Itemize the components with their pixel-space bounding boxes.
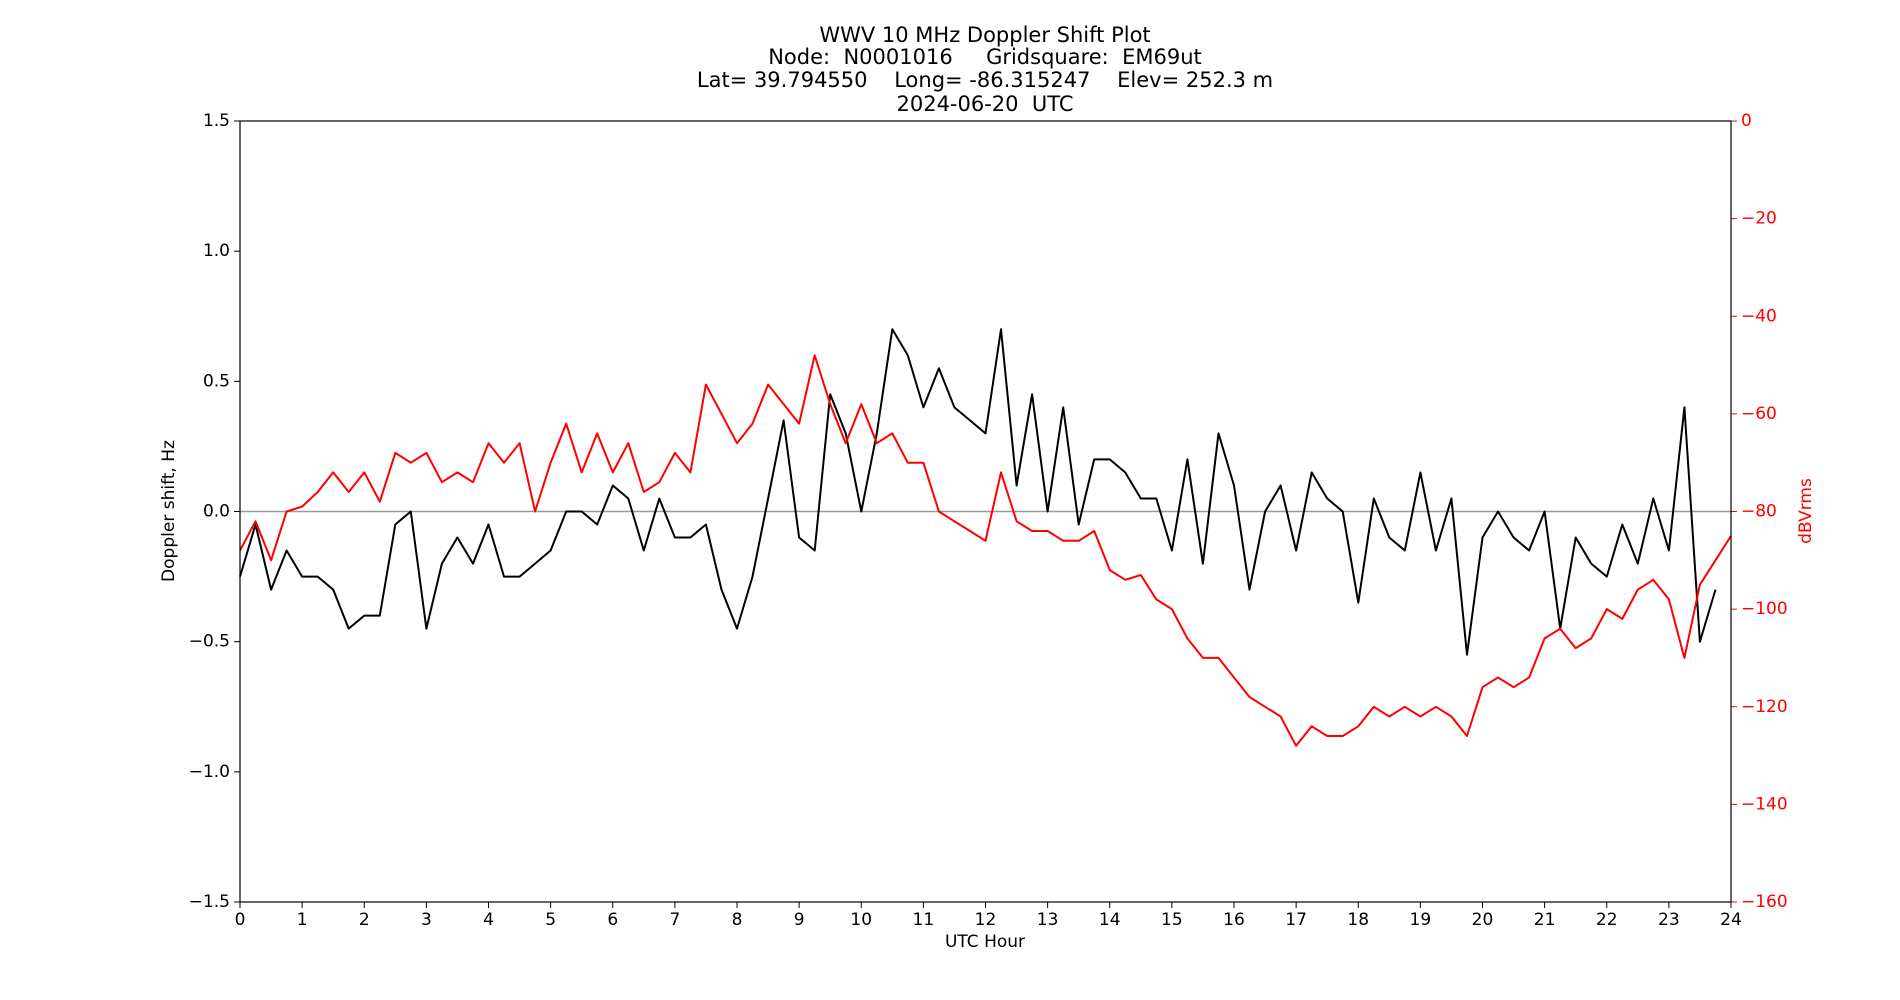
x-tick-label: 19 (1410, 910, 1432, 930)
x-tick-label: 1 (297, 910, 308, 930)
series-line (239, 328, 1717, 656)
x-tick-label: 23 (1658, 910, 1680, 930)
x-tick-label: 11 (913, 910, 935, 930)
x-tick-label: 24 (1720, 910, 1742, 930)
y2-tick-label: 0 (1741, 111, 1752, 131)
y-tick-label: 0.5 (203, 371, 230, 391)
x-tick-label: 18 (1347, 910, 1369, 930)
x-tick-label: 16 (1223, 910, 1245, 930)
x-tick-label: 9 (794, 910, 805, 930)
x-tick-label: 2 (359, 910, 370, 930)
x-tick-label: 12 (975, 910, 997, 930)
plot-frame (239, 120, 1732, 903)
x-tick-label: 5 (545, 910, 556, 930)
x-tick-label: 0 (235, 910, 246, 930)
x-tick-label: 7 (669, 910, 680, 930)
chart-title: WWV 10 MHz Doppler Shift Plot (819, 23, 1150, 47)
x-tick-label: 14 (1099, 910, 1121, 930)
x-tick-label: 13 (1037, 910, 1059, 930)
x-tick-label: 3 (421, 910, 432, 930)
chart-subtitle: Lat= 39.794550 Long= -86.315247 Elev= 25… (697, 68, 1273, 92)
y2-tick-label: −80 (1741, 502, 1777, 522)
y-tick-label: 1.0 (203, 241, 230, 261)
series-line (239, 354, 1732, 747)
y2-tick-label: −140 (1741, 794, 1788, 814)
y2-tick-label: −40 (1741, 306, 1777, 326)
y2-tick-label: −100 (1741, 599, 1788, 619)
x-axis-label: UTC Hour (945, 932, 1025, 952)
y2-tick-label: −60 (1741, 404, 1777, 424)
y-tick-label: 1.5 (203, 111, 230, 131)
x-tick-label: 17 (1285, 910, 1307, 930)
y2-axis-label: dBVrms (1796, 478, 1816, 544)
y-tick-label: −1.5 (189, 892, 230, 912)
x-tick-label: 4 (483, 910, 494, 930)
y-tick-label: −0.5 (189, 632, 230, 652)
x-tick-label: 8 (732, 910, 743, 930)
x-tick-label: 10 (850, 910, 872, 930)
y2-tick-label: −20 (1741, 209, 1777, 229)
x-tick-label: 22 (1596, 910, 1618, 930)
y-tick-label: 0.0 (203, 502, 230, 522)
y-tick-label: −1.0 (189, 762, 230, 782)
x-tick-label: 15 (1161, 910, 1183, 930)
x-tick-label: 20 (1472, 910, 1494, 930)
y-axis-label: Doppler shift, Hz (159, 440, 179, 582)
y2-tick-label: −120 (1741, 697, 1788, 717)
chart-subtitle: 2024-06-20 UTC (896, 92, 1073, 116)
chart-subtitle: Node: N0001016 Gridsquare: EM69ut (768, 45, 1202, 69)
x-tick-label: 21 (1534, 910, 1556, 930)
y2-tick-label: −160 (1741, 892, 1788, 912)
x-tick-label: 6 (607, 910, 618, 930)
